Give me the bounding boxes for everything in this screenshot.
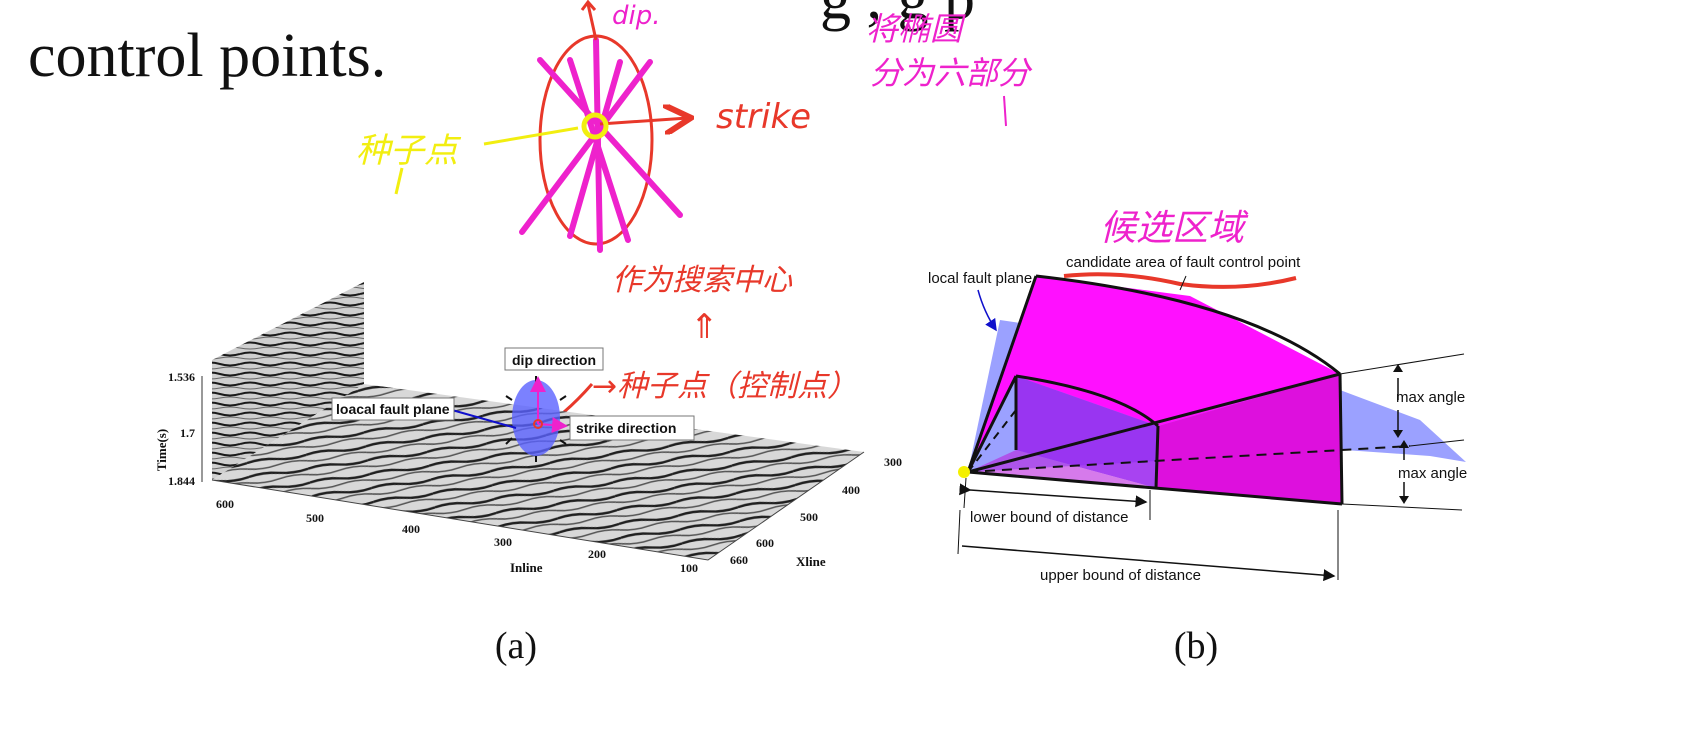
seed-yellow-arrow [483,126,579,146]
seismic-horizontal-slice [212,384,864,560]
arrowhead-up [1399,440,1409,448]
seed-control-pointer [563,383,594,414]
time-axis-label: Time(s) [154,429,169,471]
split-annotation-line1: 将椭圆 [866,10,966,48]
dip-arrow [580,0,598,41]
seed-point [958,466,970,478]
lower-bound-tick-left [963,477,967,509]
fault-plane-label: loacal fault plane [336,401,450,417]
local-fault-plane-label: local fault plane [928,270,1032,287]
up-arrow-annotation: ⇑ [690,307,719,347]
inline-tick: 300 [494,535,512,549]
figure-a: Time(s) 1.536 1.7 1.844 600 500 400 300 … [154,282,902,667]
figure-b: max angle max angle local fault plane ca… [928,208,1467,667]
strike-direction-label: strike direction [576,420,676,436]
search-center-annotation: 作为搜索中心 [612,263,793,298]
upper-bound-tick-left [957,509,961,555]
dip-annotation: dip. [612,1,661,31]
lower-bound-arrow [959,483,1148,508]
dip-direction-label: dip direction [512,352,596,368]
arrowhead-down [1393,430,1403,438]
candidate-pointer [1179,275,1187,291]
max-angle-label-bottom: max angle [1398,465,1467,482]
xline-tick: 500 [800,510,818,524]
dashed-mid-line [967,445,1411,473]
candidate-inner-face [1016,376,1158,488]
heading-fragment: g , g p [820,0,975,32]
time-tick: 1.7 [180,426,195,440]
inline-tick: 600 [216,497,234,511]
candidate-bottom-face [968,450,1342,504]
dip-label-box [504,347,604,371]
xline-tick: 400 [842,483,860,497]
candidate-front-face [1156,374,1342,504]
max-angle-guide-mid [1409,439,1465,447]
fault-ellipse [512,380,560,456]
candidate-region-annotation: 候选区域 [1100,208,1249,249]
xline-axis-label: Xline [796,554,826,569]
strike-label-box [569,415,695,441]
upper-bound-label: upper bound of distance [1040,567,1201,584]
candidate-top-face [968,276,1340,472]
xline-tick: 600 [756,536,774,550]
sketch-magenta-lines [519,37,683,253]
inline-axis-label: Inline [510,560,543,575]
seed-center-marker [533,419,543,429]
seed-point-yellow [581,112,609,140]
max-angle-label-top: max angle [1396,389,1465,406]
inline-tick: 100 [680,561,698,575]
inline-tick: 400 [402,522,420,536]
seed-yellow-tail [394,167,404,195]
candidate-outline [966,274,1344,506]
split-annotation-line2: 分为六部分 [870,54,1033,92]
fault-plane-pointer [451,409,517,429]
local-fault-plane-pointer [977,289,997,332]
candidate-red-underline [1063,272,1297,289]
heading-line: control points. [28,22,386,90]
time-tick: 1.844 [168,474,195,488]
seismic-vertical-slice [212,282,364,480]
xline-tick: 660 [730,553,748,567]
max-angle-guide-top [1339,353,1465,375]
arrowhead-down [1399,496,1409,504]
strike-annotation: strike [716,97,811,137]
sketch-ellipse-group: dip. strike 种子点 [356,0,811,253]
lower-bound-label: lower bound of distance [970,509,1128,526]
slice-outline [211,451,865,561]
inline-tick: 200 [588,547,606,561]
caption-a: (a) [495,625,537,667]
strike-arrow [599,118,688,124]
inline-tick: 500 [306,511,324,525]
split-tick [1003,95,1007,127]
caption-b: (b) [1174,625,1218,667]
fault-plane-label-box [331,397,455,421]
upper-bound-arrow [961,545,1336,582]
time-tick: 1.536 [168,370,195,384]
max-angle-guide-bottom [1341,503,1463,511]
seed-control-annotation: →种子点（控制点） [592,369,857,404]
candidate-area-label: candidate area of fault control point [1066,254,1301,271]
arrowhead-up [1393,364,1403,372]
seed-point-annotation: 种子点 [356,131,462,171]
xline-tick: 300 [884,455,902,469]
